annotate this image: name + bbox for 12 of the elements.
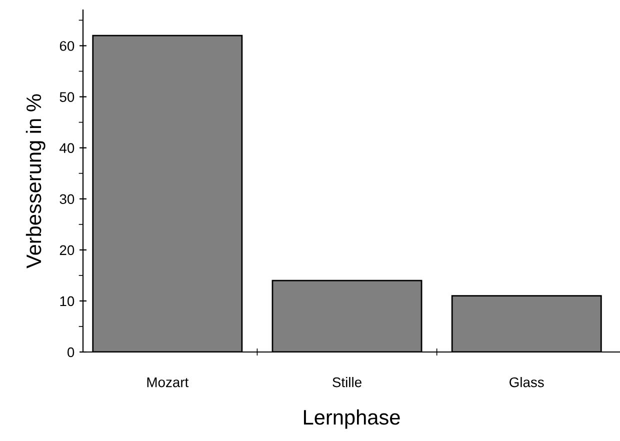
x-tick-label: Glass [510, 377, 544, 388]
x-tick-label: Stille [332, 377, 362, 388]
x-tick-label: Mozart [147, 378, 189, 388]
y-tick-label: 30 [60, 194, 74, 204]
y-axis-title: Verbesserung in % [26, 94, 46, 268]
y-tick-label: 40 [60, 143, 74, 153]
y-tick-label: 50 [60, 92, 74, 102]
y-tick-label: 20 [60, 245, 74, 256]
y-tick-label: 60 [60, 41, 74, 51]
y-tick-label: 10 [60, 296, 74, 306]
x-axis-title: Lernphase [304, 409, 400, 429]
y-tick-label: 0 [67, 347, 74, 358]
